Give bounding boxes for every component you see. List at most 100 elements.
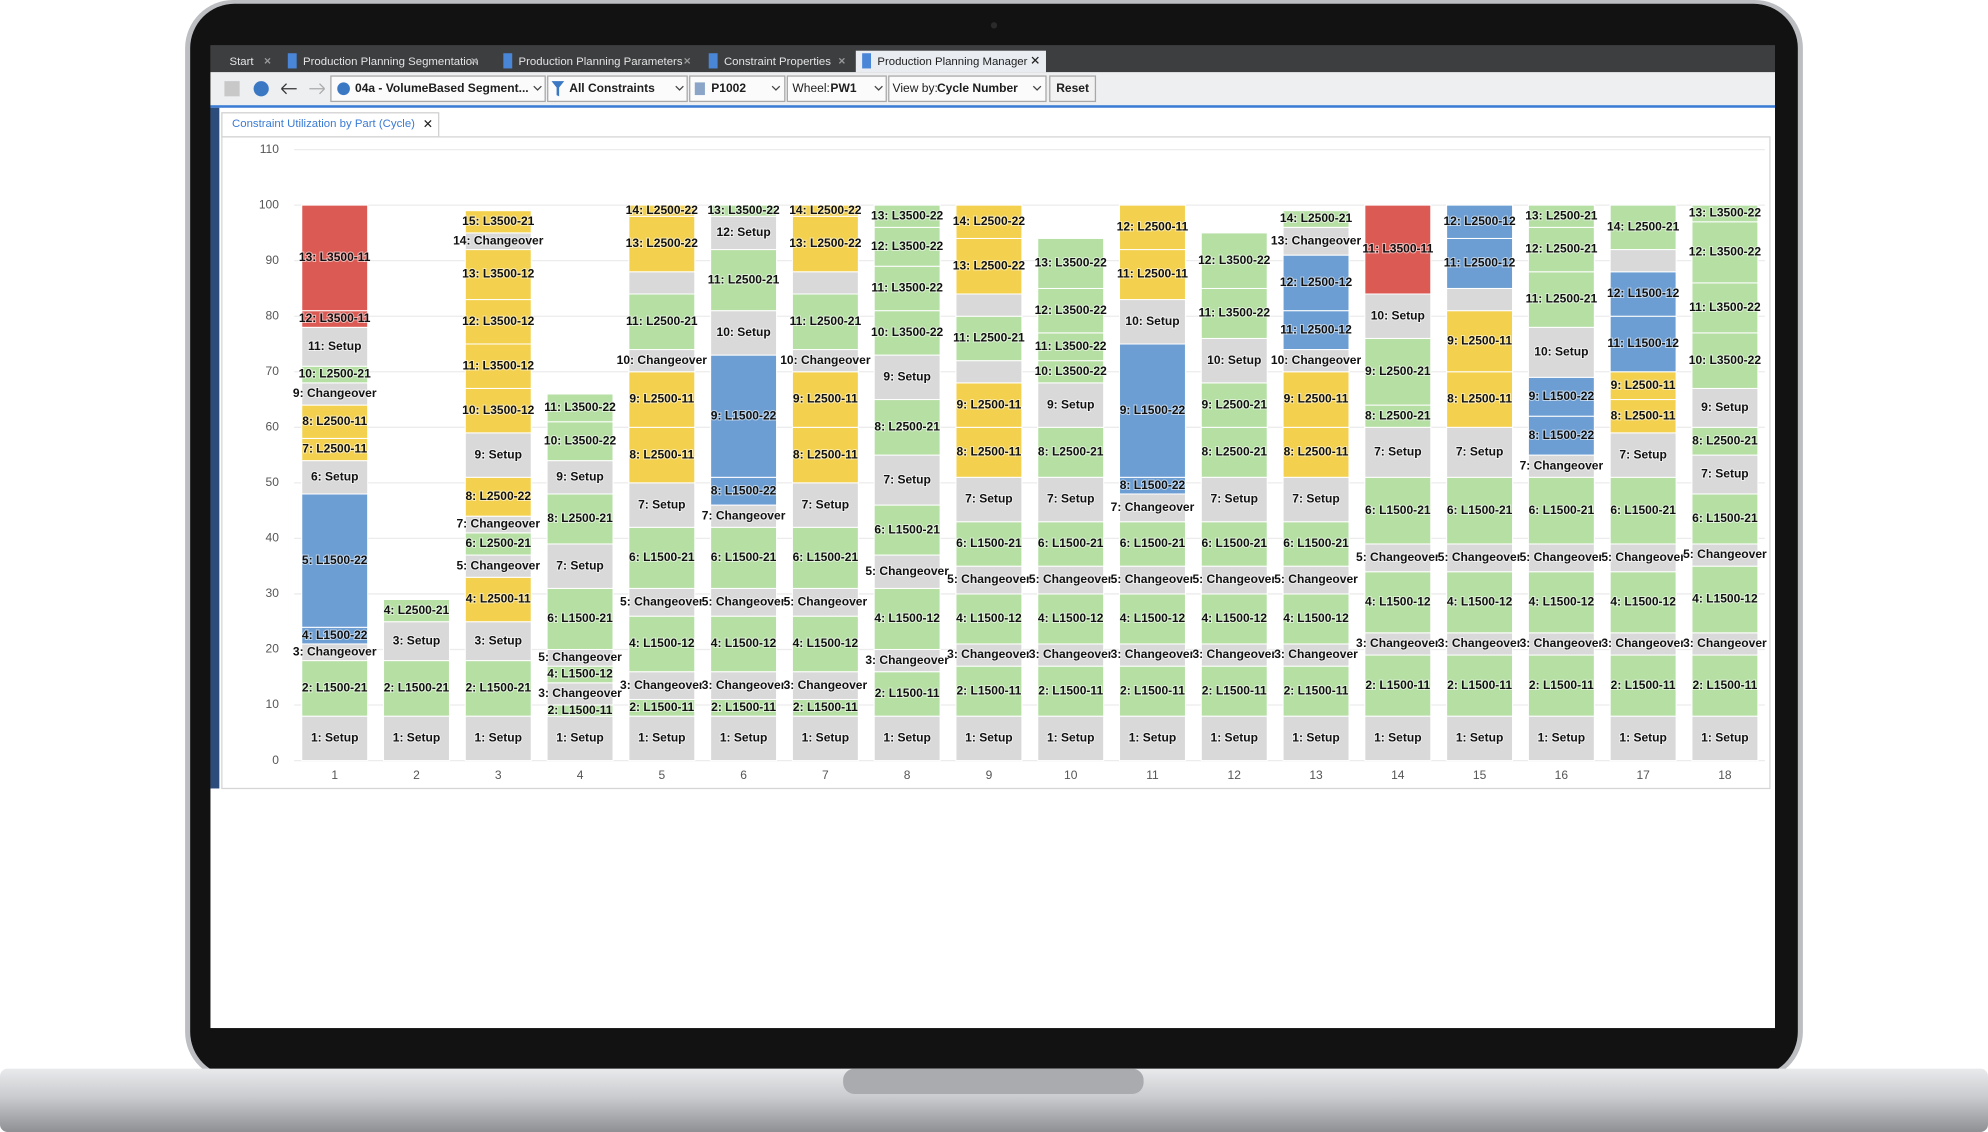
bar-segment xyxy=(1527,543,1595,573)
segment-label: 2: L1500-21 xyxy=(302,681,368,695)
segment-label: 7: Setup xyxy=(1374,444,1421,458)
segment-label: 1: Setup xyxy=(1619,731,1666,745)
segment-label: 7: Setup xyxy=(802,497,849,511)
segment-label: 12: L3500-22 xyxy=(1198,253,1271,267)
segment-label: 9: L2500-11 xyxy=(629,392,694,406)
segmentation-dropdown[interactable]: 04a - VolumeBased Segment... xyxy=(355,81,529,95)
x-tick-label: 7 xyxy=(822,768,829,782)
segment-label: 1: Setup xyxy=(1538,731,1585,745)
bar-segment xyxy=(464,660,532,717)
x-tick-label: 3 xyxy=(495,768,502,782)
tab[interactable]: Production Planning Manager xyxy=(877,56,1027,68)
segment-label: 3: Changeover xyxy=(702,678,786,692)
subtab-title[interactable]: Constraint Utilization by Part (Cycle) xyxy=(232,118,415,130)
segment-label: 9: L2500-11 xyxy=(956,397,1021,411)
part-dropdown[interactable]: P1002 xyxy=(711,81,746,95)
bar-segment xyxy=(1200,715,1268,762)
segment-label: 9: L2500-11 xyxy=(1447,333,1512,347)
x-tick-label: 6 xyxy=(740,768,747,782)
segment-label: 6: L2500-21 xyxy=(465,536,531,550)
bar-segment xyxy=(301,326,369,367)
segment-label: 4: L1500-12 xyxy=(1447,594,1513,608)
bar-segment xyxy=(873,399,941,456)
segment-label: 3: Changeover xyxy=(1520,636,1604,650)
bar-segment xyxy=(955,426,1023,478)
segment-label: 12: L2500-11 xyxy=(1117,220,1189,234)
segment-label: 2: L1500-11 xyxy=(1120,683,1185,697)
laptop-base xyxy=(0,1068,1988,1132)
subtab-close[interactable] xyxy=(424,119,432,128)
bar-segment xyxy=(1200,476,1268,523)
segment-label: 1: Setup xyxy=(1047,731,1094,745)
segment-label: 3: Changeover xyxy=(1356,636,1440,650)
segment-label: 4: L1500-12 xyxy=(1692,592,1758,606)
refresh-icon[interactable] xyxy=(253,81,269,97)
bar-segment xyxy=(1037,476,1105,523)
bar-segment xyxy=(1446,204,1514,239)
tab[interactable]: Start xyxy=(229,56,254,68)
segment-label: 2: L1500-11 xyxy=(956,683,1021,697)
bar-segment xyxy=(791,426,859,484)
back-icon[interactable] xyxy=(281,83,297,95)
bar-segment xyxy=(710,587,778,617)
y-tick-label: 100 xyxy=(259,197,279,211)
segment-label: 1: Setup xyxy=(965,731,1012,745)
segment-label: 7: Setup xyxy=(1619,447,1666,461)
constraints-dropdown[interactable]: All Constraints xyxy=(569,81,655,95)
bar-segment xyxy=(628,215,696,273)
bar-segment xyxy=(1037,426,1105,478)
segment-label: 7: Setup xyxy=(1292,492,1339,506)
bar-segment xyxy=(710,310,778,356)
bar-segment xyxy=(1609,249,1677,273)
tab-icon xyxy=(503,53,513,69)
segment-label: 10: L3500-22 xyxy=(871,325,944,339)
bar-segment xyxy=(546,421,614,462)
bar-segment xyxy=(955,204,1023,239)
segment-label: 8: L2500-11 xyxy=(302,414,367,428)
view-dropdown[interactable]: Cycle Number xyxy=(937,81,1018,95)
bar-segment xyxy=(301,660,369,717)
tab[interactable]: Constraint Properties xyxy=(724,56,831,68)
segment-label: 12: L1500-12 xyxy=(1607,286,1680,300)
segment-label: 7: Setup xyxy=(883,472,930,486)
tab[interactable]: Production Planning Parameters xyxy=(519,56,683,68)
segment-label: 13: L3500-22 xyxy=(871,208,944,222)
segment-label: 6: L1500-21 xyxy=(1201,536,1267,550)
segment-label: 5: Changeover xyxy=(1192,572,1276,586)
segment-label: 1: Setup xyxy=(720,731,767,745)
bar-segment xyxy=(1446,426,1514,478)
subtab[interactable] xyxy=(221,112,440,138)
segment-label: 10: L3500-22 xyxy=(1689,353,1762,367)
bar-segment xyxy=(873,265,941,312)
filter-icon xyxy=(551,81,565,97)
segment-label: 9: L1500-22 xyxy=(711,408,777,422)
bar-segment xyxy=(1691,493,1759,545)
bar-segment xyxy=(873,715,941,762)
segment-label: 11: L3500-22 xyxy=(544,400,616,414)
bar-segment xyxy=(1446,715,1514,762)
segment-label: 11: L2500-21 xyxy=(708,272,780,286)
bar-segment xyxy=(1609,432,1677,478)
segment-label: 8: L2500-22 xyxy=(465,489,531,503)
toolbar-icon[interactable] xyxy=(224,81,240,97)
segment-label: 5: Changeover xyxy=(1520,550,1604,564)
x-tick-label: 4 xyxy=(577,768,584,782)
bar-segment xyxy=(628,615,696,673)
reset-button[interactable]: Reset xyxy=(1056,81,1089,95)
segment-label: 13: L3500-12 xyxy=(462,267,535,281)
segment-label: 3: Changeover xyxy=(1029,647,1113,661)
tab-icon xyxy=(287,53,297,69)
segment-label: 3: Changeover xyxy=(1192,647,1276,661)
y-tick-label: 20 xyxy=(266,642,280,656)
bar-segment xyxy=(301,204,369,312)
bar-segment xyxy=(1200,665,1268,717)
bar-segment xyxy=(628,526,696,589)
bar-segment xyxy=(1609,371,1677,401)
wheel-dropdown[interactable]: PW1 xyxy=(830,81,856,95)
y-tick-label: 110 xyxy=(260,142,279,156)
tab[interactable]: Production Planning Segmentation xyxy=(303,56,478,68)
bar-segment xyxy=(1364,426,1432,478)
bar-segment xyxy=(873,554,941,589)
bar-segment xyxy=(1037,565,1105,595)
bar-segment xyxy=(791,671,859,700)
